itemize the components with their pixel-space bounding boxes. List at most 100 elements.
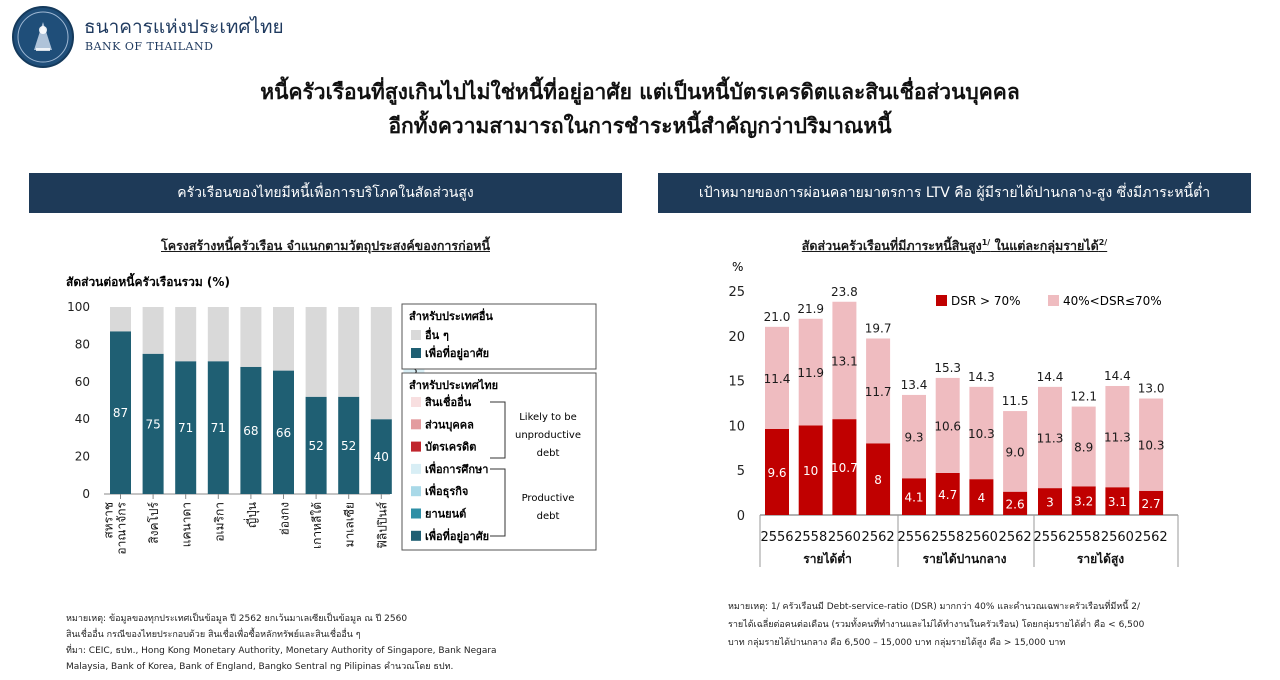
bar-dsr-40-70 [1071, 406, 1096, 487]
legend-other-box [401, 303, 597, 370]
right-subtitle-sup2: 2/ [1098, 237, 1108, 247]
bar-dsr-over-70 [935, 472, 960, 515]
bar-dsr-over-70 [1139, 490, 1164, 515]
debt-structure-chart: สัดส่วนต่อหนี้ครัวเรือนรวม (%) 0 20 40 60 80 1… [66, 272, 597, 555]
main-title-line-1: หนี้ครัวเรือนที่สูงเกินไปไม่ใช่หนี้ที่อย… [260, 80, 1020, 104]
value-label-dsr-40-70: 11.7 [865, 385, 892, 399]
right-subtitle-sup1: 1/ [981, 237, 991, 247]
bar-segment [207, 361, 229, 494]
country-label: แคนาดา [180, 502, 194, 547]
right-y-tick-label: 5 [737, 464, 745, 479]
legend-swatch [411, 419, 421, 430]
value-label-dsr-40-70: 9.3 [904, 431, 923, 445]
value-label-dsr-40-70: 13.1 [831, 354, 858, 368]
bar-dsr-over-70 [1105, 487, 1130, 515]
right-y-axis-label: % [732, 260, 743, 274]
legend-label: สินเชื่ออื่น [425, 394, 472, 409]
year-tick-label: 2558 [1067, 530, 1100, 545]
legend-swatch [1048, 295, 1059, 306]
right-note-1: หมายเหตุ: 1/ ครัวเรือนมี Debt-service-ra… [728, 602, 1141, 612]
legend-label: อื่น ๆ [425, 327, 449, 342]
total-label: 15.3 [934, 361, 961, 375]
bar-segment [175, 361, 197, 494]
legend-label: เพื่อที่อยู่อาศัย [425, 345, 489, 361]
year-tick-label: 2560 [965, 530, 998, 545]
legend-group-label: unproductive [515, 430, 581, 441]
left-source-1: ที่มา: CEIC, ธปท., Hong Kong Monetary Au… [66, 646, 497, 656]
country-label: อาณาจักร [115, 501, 129, 554]
year-tick-label: 2556 [760, 530, 793, 545]
right-y-tick-label: 0 [737, 509, 745, 524]
bar-value-label: 52 [308, 439, 323, 453]
bar-segment [110, 331, 131, 494]
year-tick-label: 2556 [897, 530, 930, 545]
total-label: 23.8 [831, 285, 858, 299]
total-label: 11.5 [1002, 394, 1029, 408]
value-label-dsr-over-70: 10 [803, 464, 818, 478]
country-label: เกาหลีใต้ [310, 502, 324, 549]
legend-swatch [411, 348, 421, 358]
right-chart-subtitle: สัดส่วนครัวเรือนที่มีภาระหนี้สินสูง1/ ใน… [658, 236, 1251, 256]
legend-swatch [411, 486, 421, 497]
bar-value-label: 68 [243, 424, 258, 438]
bar-dsr-over-70 [1071, 486, 1096, 515]
bar-dsr-over-70 [902, 478, 926, 515]
bar-dsr-40-70 [935, 377, 960, 473]
total-label: 13.0 [1138, 382, 1165, 396]
value-label-dsr-40-70: 11.4 [764, 372, 791, 386]
bar-dsr-40-70 [798, 318, 823, 426]
value-label-dsr-over-70: 9.6 [767, 466, 786, 480]
bar-segment [370, 419, 392, 494]
legend-swatch [411, 330, 421, 340]
total-label: 19.7 [865, 321, 892, 335]
bar-dsr-over-70 [832, 419, 857, 515]
total-label: 21.0 [764, 310, 791, 324]
bar-value-label: 75 [145, 417, 160, 431]
country-label: สหราช [102, 502, 116, 539]
year-tick-label: 2562 [999, 530, 1032, 545]
value-label-dsr-40-70: 10.3 [1138, 439, 1165, 453]
bar-segment [110, 307, 131, 332]
left-note-1: หมายเหตุ: ข้อมูลของทุกประเทศเป็นข้อมูล ป… [66, 614, 408, 624]
total-label: 14.3 [968, 370, 995, 384]
legend-label: บัตรเครดิต [425, 441, 476, 454]
bar-segment [142, 353, 164, 494]
value-label-dsr-40-70: 9.0 [1006, 445, 1025, 459]
bar-segment [175, 307, 197, 362]
bar-dsr-40-70 [1105, 385, 1130, 488]
legend-group-label: Productive [522, 493, 575, 504]
right-panel-header: เป้าหมายของการผ่อนคลายมาตรการ LTV คือ ผู… [658, 173, 1251, 213]
bar-segment [338, 307, 360, 397]
value-label-dsr-40-70: 11.9 [797, 366, 824, 380]
left-y-tick-label: 80 [75, 337, 90, 351]
legend-swatch [411, 508, 421, 519]
bar-dsr-40-70 [902, 394, 926, 479]
bar-dsr-40-70 [765, 326, 789, 429]
bar-dsr-40-70 [1038, 386, 1062, 489]
bar-dsr-over-70 [1003, 491, 1028, 515]
bar-value-label: 3 [410, 363, 418, 377]
right-subtitle-main: สัดส่วนครัวเรือนที่มีภาระหนี้สินสูง [801, 238, 982, 253]
legend-bracket-unproductive [490, 401, 506, 459]
legend-swatch [411, 397, 421, 407]
country-label: มาเลเซีย [343, 502, 357, 547]
year-tick-label: 2558 [931, 530, 964, 545]
bar-dsr-over-70 [1038, 488, 1062, 515]
left-y-tick-label: 60 [75, 375, 90, 389]
legend-group-label: Likely to be [519, 412, 577, 423]
bar-dsr-over-70 [969, 479, 994, 515]
value-label-dsr-over-70: 3 [1046, 496, 1054, 510]
value-label-dsr-40-70: 11.3 [1037, 431, 1064, 445]
bar-segment [240, 366, 262, 494]
legend-swatch [936, 295, 947, 306]
bar-dsr-40-70 [1139, 398, 1164, 491]
bar-dsr-40-70 [1003, 411, 1028, 492]
value-label-dsr-over-70: 2.6 [1006, 497, 1025, 511]
total-label: 13.4 [901, 378, 928, 392]
legend-label: DSR > 70% [951, 294, 1021, 308]
legend-label: เพื่อที่อยู่อาศัย [425, 528, 489, 544]
value-label-dsr-over-70: 8 [874, 473, 882, 487]
legend-label: ส่วนบุคคล [425, 418, 474, 432]
org-name-thai: ธนาคารแห่งประเทศไทย [84, 16, 284, 38]
year-tick-label: 2560 [1101, 530, 1134, 545]
